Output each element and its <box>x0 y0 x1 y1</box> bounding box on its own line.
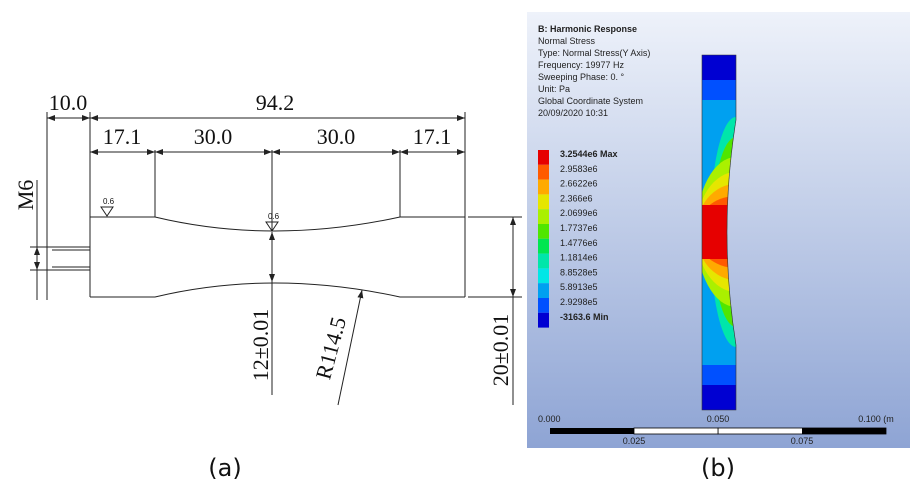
dimension-lines <box>37 118 513 405</box>
simulation: B: Harmonic Response Normal Stress Type: … <box>527 12 910 482</box>
roughness: 0.6 <box>268 212 280 221</box>
legend-label: 1.1814e6 <box>560 253 598 263</box>
legend-swatch <box>538 298 549 313</box>
info-line: Sweeping Phase: 0. ° <box>538 72 625 82</box>
info-line: Normal Stress <box>538 36 596 46</box>
scale-label: 0.000 <box>538 414 561 424</box>
legend-label: 8.8528e5 <box>560 267 598 277</box>
roughness: 0.6 <box>103 197 115 206</box>
caption: (b) <box>701 454 735 482</box>
legend-swatch <box>538 150 549 165</box>
legend-label: 2.366e6 <box>560 193 593 203</box>
info-line: Type: Normal Stress(Y Axis) <box>538 48 650 58</box>
legend-label: 2.9583e6 <box>560 164 598 174</box>
scale-label: 0.075 <box>791 436 814 446</box>
page: Specimen drawing and harmonic response {… <box>0 0 910 488</box>
legend-swatch <box>538 239 549 254</box>
drawing: 10.0 94.2 17.1 30.0 30.0 17.1 M6 12±0.01… <box>13 90 522 482</box>
sim-title: B: Harmonic Response <box>538 24 637 34</box>
scale-label: 0.100 (m <box>858 414 894 424</box>
scale-label: 0.050 <box>707 414 730 424</box>
legend-swatch <box>538 224 549 239</box>
legend-label: 5.8913e5 <box>560 282 598 292</box>
dim-label: 17.1 <box>103 124 142 149</box>
info-line: Frequency: 19977 Hz <box>538 60 625 70</box>
info-line: 20/09/2020 10:31 <box>538 108 608 118</box>
legend-swatch <box>538 283 549 298</box>
legend-swatch <box>538 313 549 328</box>
figure: 10.0 94.2 17.1 30.0 30.0 17.1 M6 12±0.01… <box>0 0 910 488</box>
dim-label: 10.0 <box>49 90 88 115</box>
dim-label: 17.1 <box>413 124 452 149</box>
legend-swatch <box>538 254 549 269</box>
legend-label: 1.4776e6 <box>560 238 598 248</box>
legend-swatch <box>538 165 549 180</box>
dim-label: M6 <box>13 180 38 211</box>
dim-label: 20±0.01 <box>488 314 513 387</box>
legend-swatch <box>538 194 549 209</box>
legend-swatch <box>538 209 549 224</box>
legend-swatch <box>538 180 549 195</box>
legend-label: -3163.6 Min <box>560 312 609 322</box>
info-line: Global Coordinate System <box>538 96 643 106</box>
legend-label: 2.9298e5 <box>560 297 598 307</box>
caption: (a) <box>208 454 241 482</box>
legend-label: 3.2544e6 Max <box>560 149 618 159</box>
dim-label: 12±0.01 <box>248 309 273 382</box>
dim-label: 30.0 <box>317 124 356 149</box>
scale-label: 0.025 <box>623 436 646 446</box>
legend-label: 1.7737e6 <box>560 223 598 233</box>
info-line: Unit: Pa <box>538 84 570 94</box>
legend-label: 2.6622e6 <box>560 179 598 189</box>
legend-swatch <box>538 268 549 283</box>
dim-label: 94.2 <box>256 90 295 115</box>
dim-label: 30.0 <box>194 124 233 149</box>
body: 10.0 94.2 17.1 30.0 30.0 17.1 M6 12±0.01… <box>0 0 910 488</box>
legend-label: 2.0699e6 <box>560 208 598 218</box>
